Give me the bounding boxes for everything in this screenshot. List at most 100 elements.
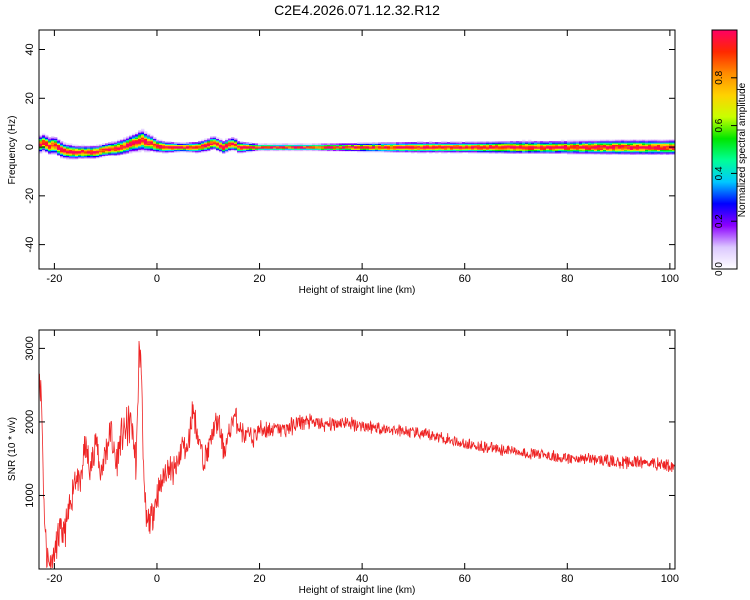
- heatmap-cell: [141, 142, 145, 144]
- heatmap-cell: [612, 151, 616, 154]
- heatmap-cell: [363, 144, 367, 147]
- heatmap-cell: [63, 145, 67, 148]
- heatmap-cell: [120, 143, 124, 146]
- heatmap-cell: [153, 138, 157, 141]
- heatmap-cell: [135, 145, 139, 148]
- heatmap-cell: [213, 139, 217, 142]
- heatmap-cell: [192, 147, 196, 149]
- heatmap-cell: [642, 145, 646, 148]
- heatmap-cell: [426, 149, 430, 152]
- heatmap-cell: [312, 143, 316, 146]
- heatmap-cell: [450, 142, 454, 144]
- heatmap-cell: [270, 149, 274, 152]
- heatmap-cell: [48, 137, 52, 139]
- heatmap-cell: [462, 142, 466, 144]
- heatmap-cell: [438, 144, 442, 147]
- heatmap-cell: [645, 144, 649, 147]
- heatmap-cell: [324, 149, 328, 152]
- heatmap-cell: [339, 148, 343, 150]
- heatmap-cell: [300, 148, 304, 150]
- heatmap-cell: [537, 148, 541, 150]
- heatmap-cell: [132, 149, 136, 152]
- heatmap-cell: [213, 138, 217, 141]
- heatmap-cell: [477, 140, 481, 143]
- heatmap-cell: [642, 147, 646, 149]
- heatmap-cell: [372, 149, 376, 152]
- heatmap-cell: [630, 149, 634, 152]
- heatmap-cell: [342, 147, 346, 149]
- heatmap-cell: [663, 150, 667, 153]
- heatmap-cell: [51, 147, 55, 149]
- heatmap-cell: [417, 150, 421, 153]
- heatmap-cell: [606, 140, 610, 143]
- heatmap-cell: [513, 151, 517, 154]
- heatmap-cell: [642, 151, 646, 154]
- heatmap-cell: [528, 144, 532, 147]
- heatmap-cell: [255, 148, 259, 150]
- heatmap-cell: [582, 145, 586, 148]
- heatmap-cell: [642, 144, 646, 147]
- heatmap-cell: [396, 150, 400, 153]
- heatmap-cell: [204, 145, 208, 148]
- heatmap-cell: [153, 140, 157, 143]
- heatmap-cell: [429, 143, 433, 146]
- heatmap-cell: [126, 151, 130, 154]
- heatmap-cell: [57, 144, 61, 147]
- heatmap-cell: [48, 151, 52, 154]
- heatmap-cell: [645, 142, 649, 144]
- heatmap-cell: [57, 142, 61, 144]
- heatmap-cell: [516, 145, 520, 148]
- heatmap-cell: [672, 150, 676, 153]
- heatmap-cell: [51, 142, 55, 144]
- heatmap-cell: [354, 143, 358, 146]
- heatmap-cell: [555, 147, 559, 149]
- heatmap-cell: [414, 150, 418, 153]
- heatmap-cell: [300, 143, 304, 146]
- heatmap-cell: [219, 148, 223, 150]
- heatmap-cell: [171, 145, 175, 148]
- heatmap-cell: [624, 142, 628, 144]
- heatmap-cell: [531, 144, 535, 147]
- heatmap-cell: [114, 153, 118, 155]
- heatmap-cell: [651, 143, 655, 146]
- heatmap-cell: [369, 142, 373, 144]
- heatmap-cell: [375, 142, 379, 144]
- heatmap-cell: [123, 148, 127, 150]
- heatmap-cell: [186, 145, 190, 148]
- heatmap-cell: [627, 139, 631, 142]
- heatmap-cell: [495, 142, 499, 144]
- heatmap-cell: [147, 149, 151, 152]
- heatmap-cell: [531, 150, 535, 153]
- heatmap-cell: [228, 138, 232, 141]
- heatmap-cell: [669, 143, 673, 146]
- heatmap-cell: [555, 140, 559, 143]
- heatmap-cell: [435, 143, 439, 146]
- heatmap-cell: [285, 145, 289, 148]
- heatmap-cell: [417, 148, 421, 150]
- heatmap-cell: [543, 144, 547, 147]
- heatmap-cell: [615, 140, 619, 143]
- heatmap-cell: [207, 149, 211, 152]
- heatmap-cell: [114, 154, 118, 156]
- heatmap-cell: [573, 140, 577, 143]
- x-tick-label: -20: [46, 273, 62, 285]
- heatmap-cell: [165, 143, 169, 146]
- heatmap-cell: [492, 149, 496, 152]
- heatmap-cell: [651, 153, 655, 155]
- heatmap-cell: [561, 151, 565, 154]
- heatmap-cell: [426, 142, 430, 144]
- heatmap-cell: [432, 142, 436, 144]
- heatmap-cell: [588, 151, 592, 154]
- heatmap-cell: [267, 144, 271, 147]
- heatmap-cell: [564, 144, 568, 147]
- heatmap-cell: [225, 140, 229, 143]
- heatmap-cell: [663, 148, 667, 150]
- heatmap-cell: [522, 148, 526, 150]
- heatmap-cell: [135, 133, 139, 136]
- heatmap-cell: [489, 149, 493, 152]
- heatmap-cell: [573, 153, 577, 155]
- heatmap-cell: [426, 144, 430, 147]
- y-tick-label: 1000: [24, 483, 36, 507]
- heatmap-cell: [669, 140, 673, 143]
- heatmap-cell: [375, 149, 379, 152]
